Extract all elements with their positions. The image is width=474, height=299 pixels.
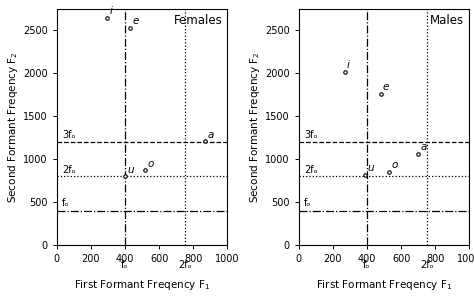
- Text: 2fₒ: 2fₒ: [420, 260, 434, 270]
- Text: Females: Females: [173, 14, 222, 27]
- Text: fₒ: fₒ: [304, 198, 311, 208]
- Text: a: a: [420, 142, 427, 152]
- X-axis label: First Formant Freqency F$_1$: First Formant Freqency F$_1$: [74, 278, 210, 292]
- Text: 2fₒ: 2fₒ: [62, 165, 76, 175]
- Text: i: i: [109, 6, 112, 16]
- Text: e: e: [132, 16, 138, 26]
- Text: e: e: [383, 82, 389, 92]
- Text: fₒ: fₒ: [62, 198, 70, 208]
- Text: a: a: [207, 129, 214, 140]
- Text: 3fₒ: 3fₒ: [304, 129, 318, 140]
- Y-axis label: Second Formant Freqency F$_2$: Second Formant Freqency F$_2$: [6, 51, 20, 203]
- Y-axis label: Second Formant Freqency F$_2$: Second Formant Freqency F$_2$: [248, 51, 262, 203]
- Text: u: u: [367, 163, 374, 173]
- Text: 3fₒ: 3fₒ: [62, 129, 76, 140]
- Text: u: u: [127, 165, 134, 175]
- Text: Males: Males: [430, 14, 464, 27]
- Text: i: i: [347, 60, 350, 70]
- Text: o: o: [147, 159, 154, 169]
- Text: 2fₒ: 2fₒ: [304, 165, 318, 175]
- X-axis label: First Formant Freqency F$_1$: First Formant Freqency F$_1$: [316, 278, 452, 292]
- Text: o: o: [391, 161, 398, 170]
- Text: fₒ: fₒ: [363, 260, 371, 270]
- Text: fₒ: fₒ: [121, 260, 129, 270]
- Text: 2fₒ: 2fₒ: [178, 260, 191, 270]
